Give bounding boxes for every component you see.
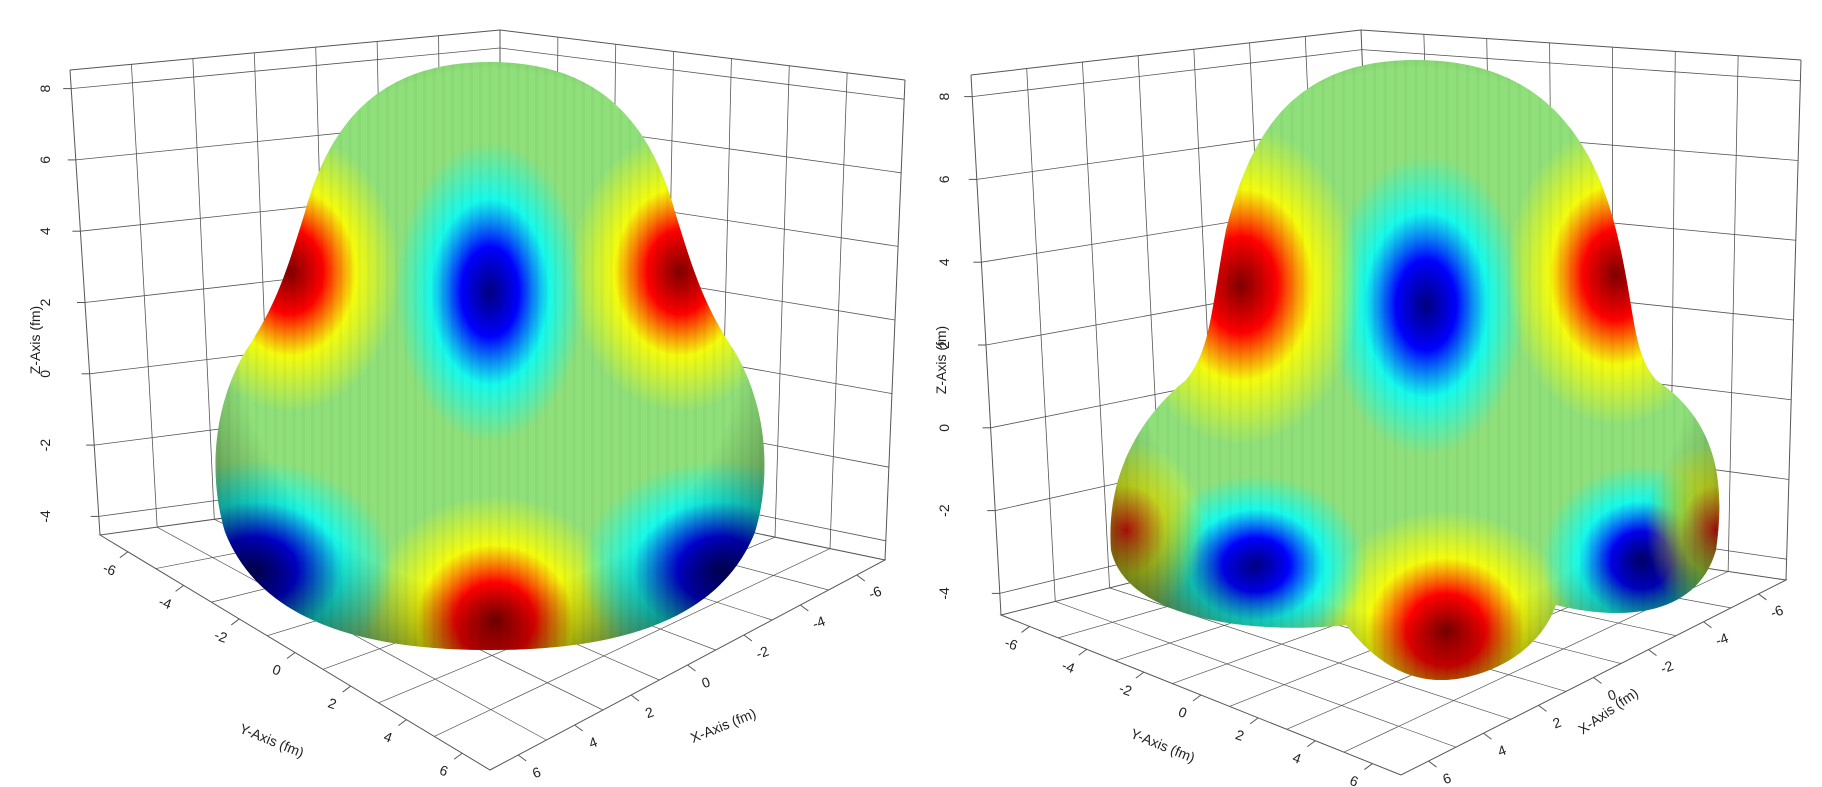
y-tick-label: -4 bbox=[157, 593, 174, 612]
z-tick-label: 2 bbox=[37, 298, 53, 306]
z-tick-label: 6 bbox=[37, 156, 53, 164]
x-tick-label: -2 bbox=[754, 643, 771, 662]
z-tick-label: -4 bbox=[37, 510, 53, 523]
x-tick-label: 2 bbox=[643, 703, 656, 721]
surface-plot-left: 8 6 4 2 0 -2 -4 -6 -4 -2 0 2 4 6 6 4 2 0 -2 -4 -6 Z-Axis (fm)… bbox=[27, 29, 906, 781]
z-axis-label: Z-Axis (fm) bbox=[933, 326, 949, 394]
y-tick-label: 6 bbox=[437, 762, 450, 780]
y-tick-label: 6 bbox=[1348, 772, 1361, 787]
y-tick-label: -2 bbox=[1117, 680, 1134, 699]
chart-panel-right: 8 6 4 2 0 -2 -4 -6 -4 -2 0 2 4 6 6 4 2 0 -2 -4 -6 Z-Axis (fm)… bbox=[911, 0, 1822, 787]
y-tick-label: 0 bbox=[270, 661, 283, 679]
x-tick-label: 4 bbox=[587, 733, 600, 751]
z-tick-label: 8 bbox=[936, 92, 952, 100]
y-ticks: -6 -4 -2 0 2 4 6 bbox=[1003, 626, 1373, 787]
y-tick-label: -2 bbox=[212, 627, 229, 646]
z-tick-label: 2 bbox=[936, 341, 952, 349]
z-tick-label: -2 bbox=[37, 439, 53, 452]
z-tick-label: -4 bbox=[936, 587, 952, 600]
y-axis-label: Y-Axis (fm) bbox=[237, 720, 306, 760]
y-tick-label: -6 bbox=[1003, 634, 1020, 653]
x-tick-label: -6 bbox=[1768, 602, 1785, 621]
x-tick-label: -4 bbox=[1713, 629, 1730, 648]
z-ticks: 8 6 4 2 0 -2 -4 bbox=[936, 92, 1000, 600]
z-axis-label: Z-Axis (fm) bbox=[27, 306, 43, 374]
y-tick-label: 4 bbox=[382, 728, 395, 746]
z-tick-label: -2 bbox=[936, 504, 952, 517]
z-tick-label: 4 bbox=[936, 258, 952, 266]
x-tick-label: 2 bbox=[1550, 714, 1563, 732]
x-tick-label: -6 bbox=[866, 583, 883, 602]
z-tick-label: 8 bbox=[37, 84, 53, 92]
x-tick-label: 4 bbox=[1495, 742, 1508, 760]
y-tick-label: -6 bbox=[101, 559, 118, 578]
z-tick-label: 0 bbox=[936, 424, 952, 432]
z-tick-label: 6 bbox=[936, 175, 952, 183]
z-ticks: 8 6 4 2 0 -2 -4 bbox=[37, 84, 99, 523]
y-tick-label: 4 bbox=[1291, 749, 1304, 767]
y-ticks: -6 -4 -2 0 2 4 6 bbox=[101, 551, 463, 780]
surface bbox=[1110, 60, 1720, 680]
x-tick-label: -4 bbox=[810, 613, 827, 632]
y-tick-label: -4 bbox=[1060, 657, 1077, 676]
chart-panel-left: 8 6 4 2 0 -2 -4 -6 -4 -2 0 2 4 6 6 4 2 0 -2 -4 -6 Z-Axis (fm)… bbox=[27, 29, 906, 781]
x-tick-label: 6 bbox=[530, 763, 543, 781]
surface bbox=[215, 62, 765, 650]
y-tick-label: 2 bbox=[326, 695, 339, 713]
y-tick-label: 0 bbox=[1176, 703, 1189, 721]
x-tick-label: 6 bbox=[1440, 769, 1453, 787]
x-tick-label: -2 bbox=[1658, 657, 1675, 676]
z-tick-label: 4 bbox=[37, 227, 53, 235]
x-tick-label: 0 bbox=[699, 673, 712, 691]
y-tick-label: 2 bbox=[1233, 726, 1246, 744]
z-tick-label: 0 bbox=[37, 370, 53, 378]
x-axis-label: X-Axis (fm) bbox=[688, 705, 758, 746]
y-axis-label: Y-Axis (fm) bbox=[1128, 725, 1197, 765]
